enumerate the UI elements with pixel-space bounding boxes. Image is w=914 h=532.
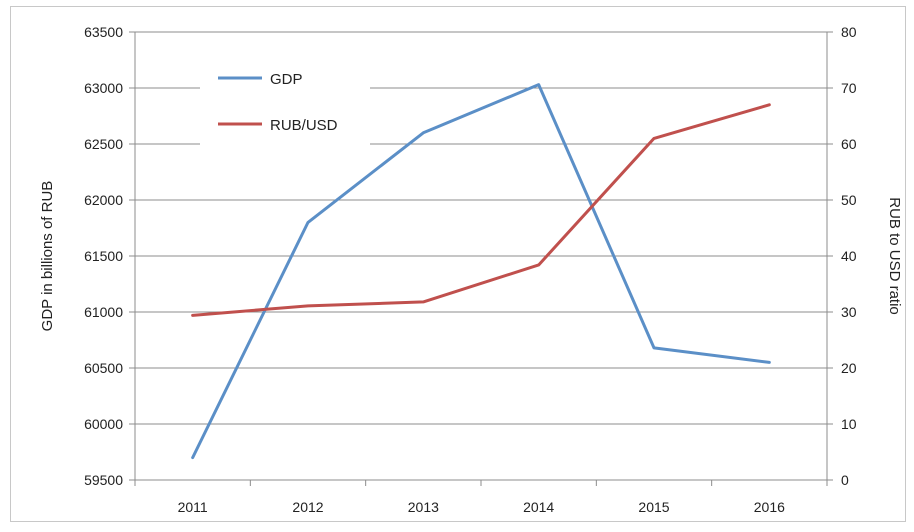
right-tick-label: 10 bbox=[841, 416, 857, 432]
left-tick-label: 62500 bbox=[84, 136, 123, 152]
series-line-gdp bbox=[191, 83, 771, 460]
right-tick-label: 70 bbox=[841, 80, 857, 96]
x-tick-label: 2014 bbox=[523, 499, 554, 515]
x-tick-label: 2015 bbox=[638, 499, 669, 515]
left-tick-labels: 59500 60000 60500 61000 61500 62000 62500 63000… bbox=[84, 24, 135, 488]
left-tick-label: 62000 bbox=[84, 192, 123, 208]
legend-label-gdp: GDP bbox=[270, 71, 303, 88]
left-tick-label: 59500 bbox=[84, 472, 123, 488]
left-tick-label: 61000 bbox=[84, 304, 123, 320]
right-tick-labels: 0 10 20 30 40 50 60 70 80 bbox=[827, 24, 857, 488]
series-lines bbox=[191, 83, 771, 460]
left-tick-label: 61500 bbox=[84, 248, 123, 264]
left-tick-label: 63500 bbox=[84, 24, 123, 40]
left-tick-label: 63000 bbox=[84, 80, 123, 96]
right-tick-label: 20 bbox=[841, 360, 857, 376]
series-line-rubusd bbox=[191, 103, 771, 317]
left-tick-label: 60500 bbox=[84, 360, 123, 376]
right-tick-label: 80 bbox=[841, 24, 857, 40]
right-tick-label: 60 bbox=[841, 136, 857, 152]
right-tick-label: 50 bbox=[841, 192, 857, 208]
right-axis-title: RUB to USD ratio bbox=[886, 197, 903, 315]
x-tick-label: 2016 bbox=[754, 499, 785, 515]
gridlines bbox=[135, 31, 827, 425]
x-tick-label: 2012 bbox=[292, 499, 323, 515]
chart-frame bbox=[10, 6, 906, 522]
right-tick-label: 40 bbox=[841, 248, 857, 264]
legend-label-rubusd: RUB/USD bbox=[270, 117, 338, 134]
right-tick-label: 0 bbox=[841, 472, 849, 488]
x-tick-labels: 2011 2012 2013 2014 2015 2016 bbox=[134, 480, 828, 515]
right-tick-label: 30 bbox=[841, 304, 857, 320]
x-tick-label: 2011 bbox=[178, 499, 208, 515]
legend: GDP RUB/USD bbox=[200, 62, 370, 150]
left-tick-label: 60000 bbox=[84, 416, 123, 432]
x-tick-label: 2013 bbox=[408, 499, 439, 515]
left-axis-title: GDP in billions of RUB bbox=[39, 181, 56, 332]
